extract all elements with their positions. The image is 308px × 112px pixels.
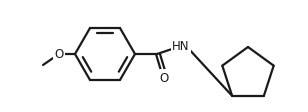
Text: HN: HN (172, 40, 190, 53)
Text: O: O (55, 48, 64, 61)
Text: O: O (159, 71, 168, 84)
